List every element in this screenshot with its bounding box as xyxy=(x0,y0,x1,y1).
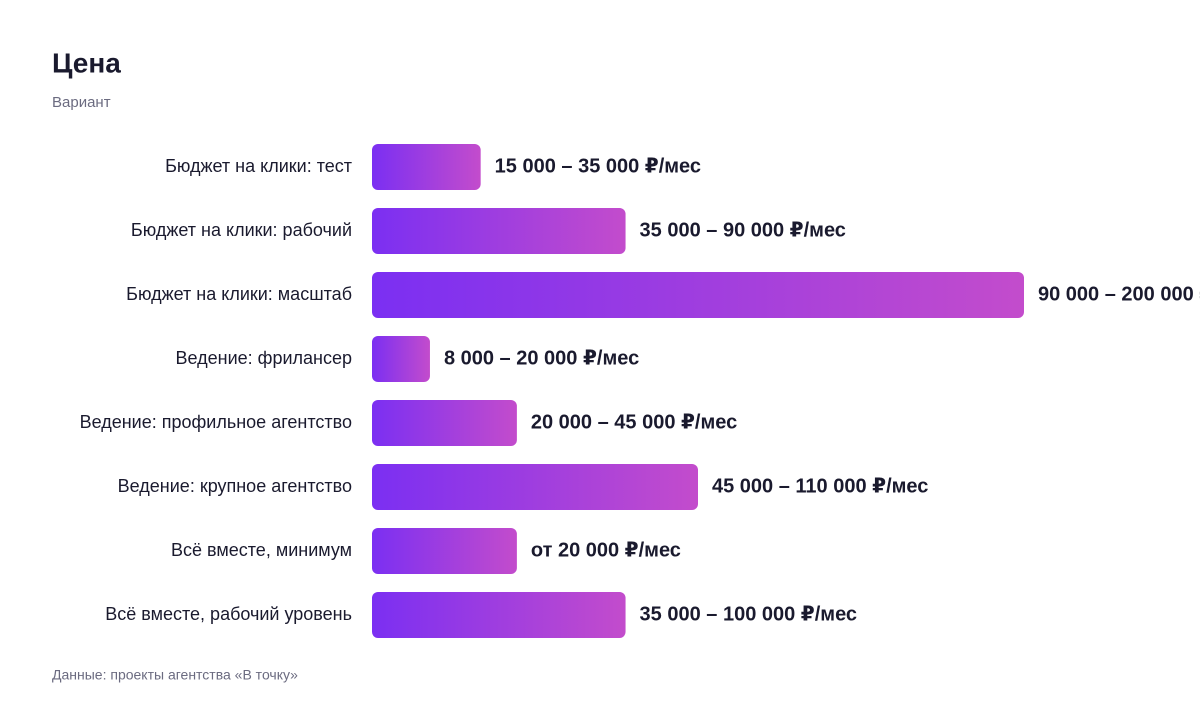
bar xyxy=(372,208,626,254)
category-label: Бюджет на клики: рабочий xyxy=(131,220,352,240)
chart-title: Цена xyxy=(52,47,121,78)
category-label: Всё вместе, рабочий уровень xyxy=(105,604,352,624)
bar xyxy=(372,400,517,446)
category-label: Бюджет на клики: масштаб xyxy=(126,284,352,304)
value-label: 8 000 – 20 000 ₽/мес xyxy=(444,347,639,369)
bar xyxy=(372,272,1024,318)
value-label: 15 000 – 35 000 ₽/мес xyxy=(495,155,701,177)
value-label: 35 000 – 90 000 ₽/мес xyxy=(640,219,846,241)
bar xyxy=(372,336,430,382)
bar xyxy=(372,464,698,510)
category-label: Ведение: профильное агентство xyxy=(80,412,352,432)
category-label: Ведение: крупное агентство xyxy=(118,476,352,496)
category-label: Бюджет на клики: тест xyxy=(165,156,352,176)
value-label: 45 000 – 110 000 ₽/мес xyxy=(712,475,928,497)
bar xyxy=(372,592,626,638)
category-label: Всё вместе, минимум xyxy=(171,540,352,560)
category-label: Ведение: фрилансер xyxy=(176,348,353,368)
source-note: Данные: проекты агентства «В точку» xyxy=(52,667,298,683)
chart-subtitle: Вариант xyxy=(52,94,111,111)
value-label: 90 000 – 200 000 ₽/мес xyxy=(1038,283,1200,305)
value-label: 35 000 – 100 000 ₽/мес xyxy=(640,603,858,625)
value-label: от 20 000 ₽/мес xyxy=(531,539,681,561)
value-label: 20 000 – 45 000 ₽/мес xyxy=(531,411,737,433)
bar xyxy=(372,144,481,190)
bar xyxy=(372,528,517,574)
